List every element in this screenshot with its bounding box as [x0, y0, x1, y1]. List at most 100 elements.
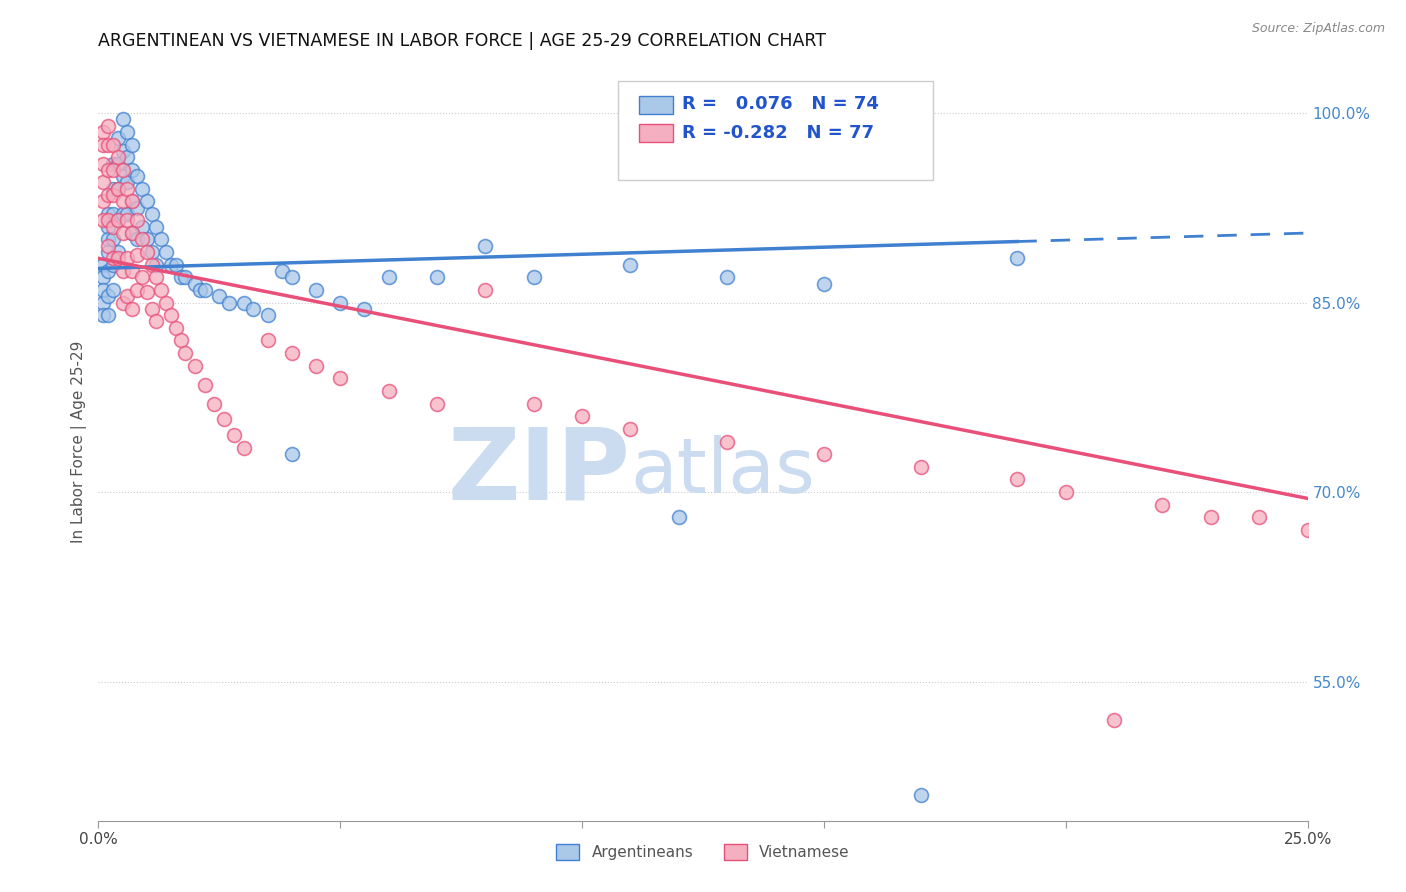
Point — [97, 137, 120, 152]
Point — [121, 301, 143, 316]
Point — [169, 334, 191, 348]
Point — [91, 156, 114, 170]
Point — [91, 176, 114, 190]
Legend: Argentineans, Vietnamese: Argentineans, Vietnamese — [550, 838, 856, 866]
Point — [97, 244, 120, 259]
Point — [218, 295, 240, 310]
Point — [169, 270, 191, 285]
Point — [619, 422, 641, 436]
Point — [117, 125, 139, 139]
Point — [101, 188, 124, 202]
Point — [212, 411, 235, 425]
Point — [117, 150, 139, 164]
Point — [101, 137, 124, 152]
Point — [281, 270, 304, 285]
Point — [150, 232, 173, 246]
Point — [107, 131, 129, 145]
Point — [111, 162, 134, 177]
Point — [107, 182, 129, 196]
Point — [305, 283, 328, 297]
Point — [256, 334, 278, 348]
Point — [101, 156, 124, 170]
Point — [135, 232, 157, 246]
Point — [135, 244, 157, 259]
Point — [117, 182, 139, 196]
Point — [813, 447, 835, 461]
Point — [194, 283, 217, 297]
Point — [117, 176, 139, 190]
Text: R =   0.076   N = 74: R = 0.076 N = 74 — [682, 95, 879, 113]
Point — [107, 252, 129, 266]
Point — [242, 301, 264, 316]
Point — [91, 125, 114, 139]
Point — [256, 308, 278, 322]
Point — [91, 258, 114, 272]
Point — [97, 207, 120, 221]
Point — [232, 441, 254, 455]
Point — [174, 346, 197, 360]
Point — [160, 308, 183, 322]
Point — [204, 396, 226, 410]
Point — [271, 264, 294, 278]
Point — [111, 144, 134, 158]
Text: R = -0.282   N = 77: R = -0.282 N = 77 — [682, 124, 875, 142]
Point — [716, 434, 738, 449]
Point — [523, 396, 546, 410]
Point — [121, 226, 143, 240]
Point — [135, 194, 157, 209]
Point — [377, 270, 399, 285]
Point — [91, 270, 114, 285]
Text: ZIP: ZIP — [447, 424, 630, 520]
Point — [1199, 510, 1222, 524]
Point — [107, 182, 129, 196]
Point — [107, 150, 129, 164]
Point — [1249, 510, 1271, 524]
Point — [111, 295, 134, 310]
Point — [111, 264, 134, 278]
Point — [101, 283, 124, 297]
Point — [127, 283, 149, 297]
Point — [716, 270, 738, 285]
Point — [145, 258, 167, 272]
Point — [145, 314, 167, 328]
Point — [91, 295, 114, 310]
Point — [145, 270, 167, 285]
Point — [91, 308, 114, 322]
Point — [121, 137, 143, 152]
Point — [474, 238, 496, 252]
Point — [131, 219, 153, 234]
Point — [165, 258, 187, 272]
Point — [97, 308, 120, 322]
Point — [135, 285, 157, 300]
Y-axis label: In Labor Force | Age 25-29: In Labor Force | Age 25-29 — [72, 341, 87, 542]
Point — [145, 219, 167, 234]
Point — [1007, 252, 1029, 266]
Point — [97, 162, 120, 177]
Point — [97, 213, 120, 227]
Point — [1296, 523, 1319, 537]
Point — [910, 459, 932, 474]
Point — [155, 295, 177, 310]
Point — [111, 226, 134, 240]
Point — [194, 377, 217, 392]
Point — [353, 301, 375, 316]
Point — [131, 232, 153, 246]
Point — [97, 289, 120, 303]
Point — [127, 213, 149, 227]
Point — [91, 213, 114, 227]
Text: ARGENTINEAN VS VIETNAMESE IN LABOR FORCE | AGE 25-29 CORRELATION CHART: ARGENTINEAN VS VIETNAMESE IN LABOR FORCE… — [98, 32, 827, 50]
Point — [127, 169, 149, 184]
Point — [111, 207, 134, 221]
Point — [117, 252, 139, 266]
Point — [91, 137, 114, 152]
Point — [97, 119, 120, 133]
Point — [91, 194, 114, 209]
Point — [281, 346, 304, 360]
Point — [117, 289, 139, 303]
Point — [101, 207, 124, 221]
Point — [377, 384, 399, 398]
Point — [97, 232, 120, 246]
Point — [111, 169, 134, 184]
Point — [165, 321, 187, 335]
Point — [121, 226, 143, 240]
